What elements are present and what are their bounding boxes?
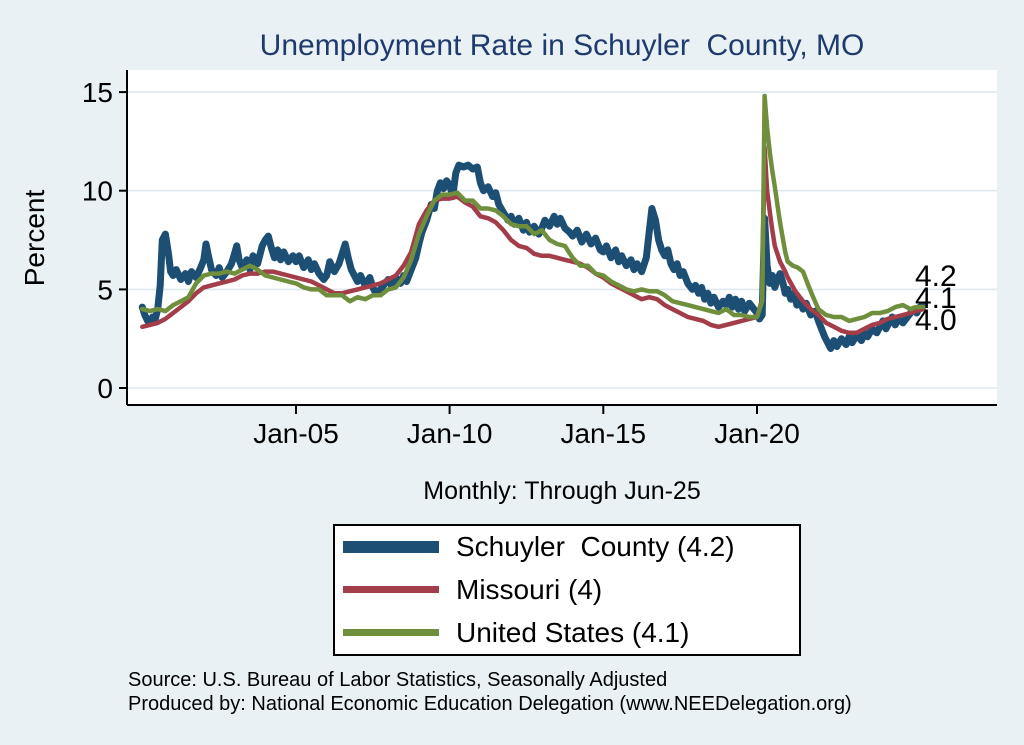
y-tick-label-15: 15 — [82, 77, 113, 108]
chart-title: Unemployment Rate in Schuyler County, MO — [259, 29, 865, 62]
legend-label-schuyler-county: Schuyler County (4.2) — [456, 531, 735, 563]
source-line-1: Source: U.S. Bureau of Labor Statistics,… — [128, 669, 668, 691]
y-axis-title: Percent — [19, 190, 50, 287]
series-line-united-states — [140, 93, 926, 324]
legend-row-schuyler-county: Schuyler County (4.2) — [343, 526, 799, 568]
chart-subtitle: Monthly: Through Jun-25 — [423, 477, 701, 505]
y-tick-label-5: 5 — [97, 274, 113, 305]
plot-background — [127, 70, 997, 405]
series-line-missouri — [140, 145, 926, 336]
x-tick-label-2005: Jan-05 — [253, 418, 339, 449]
legend-row-missouri: Missouri (4) — [343, 569, 799, 611]
y-tick-label-0: 0 — [97, 373, 113, 404]
end-label-united-states: 4.1 — [915, 282, 957, 315]
legend-swatch-united-states — [343, 629, 439, 637]
source-note: Source: U.S. Bureau of Labor Statistics,… — [128, 669, 852, 716]
x-tick-label-2020: Jan-20 — [714, 418, 800, 449]
series-line-schuyler-county — [138, 161, 927, 352]
source-line-2: Produced by: National Economic Education… — [128, 692, 852, 715]
x-tick-label-2010: Jan-10 — [407, 418, 493, 449]
legend-swatch-missouri — [343, 586, 439, 594]
legend-label-united-states: United States (4.1) — [456, 616, 690, 648]
end-label-schuyler-county: 4.2 — [915, 260, 957, 293]
end-label-missouri: 4.0 — [915, 304, 957, 337]
legend: Schuyler County (4.2) Missouri (4) Unite… — [333, 524, 801, 656]
legend-label-missouri: Missouri (4) — [456, 573, 603, 605]
x-tick-label-2015: Jan-15 — [560, 418, 646, 449]
legend-swatch-schuyler-county — [343, 541, 439, 554]
legend-row-united-states: United States (4.1) — [343, 612, 799, 654]
y-tick-label-10: 10 — [82, 176, 113, 207]
